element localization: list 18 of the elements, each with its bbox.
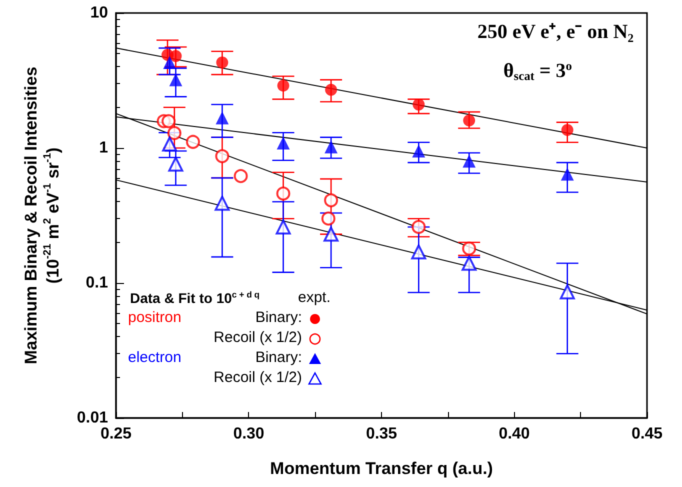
y-tick-label: 0.01 <box>76 410 108 426</box>
x-tick-label: 0.35 <box>366 426 398 442</box>
chart-title: 250 eV e⁺, e⁻ on N₂ <box>477 21 634 43</box>
x-axis-title: Momentum Transfer q (a.u.) <box>270 459 493 478</box>
legend-label: Binary: <box>255 309 302 326</box>
annotation: positron <box>128 309 182 326</box>
x-tick-label: 0.25 <box>100 426 132 442</box>
x-tick-label: 0.30 <box>233 426 264 442</box>
annotation: electron <box>128 349 182 366</box>
legend-label: Recoil (x 1/2) <box>214 369 302 386</box>
y-tick-label: 1 <box>99 140 108 156</box>
x-tick-label: 0.45 <box>631 426 663 442</box>
y-tick-label: 0.1 <box>86 274 108 292</box>
legend-label: Binary: <box>255 349 302 366</box>
legend-label: Recoil (x 1/2) <box>214 329 302 346</box>
x-tick-label: 0.40 <box>498 426 530 442</box>
y-tick-label: 10 <box>90 4 108 22</box>
annotation: expt. <box>298 289 331 306</box>
